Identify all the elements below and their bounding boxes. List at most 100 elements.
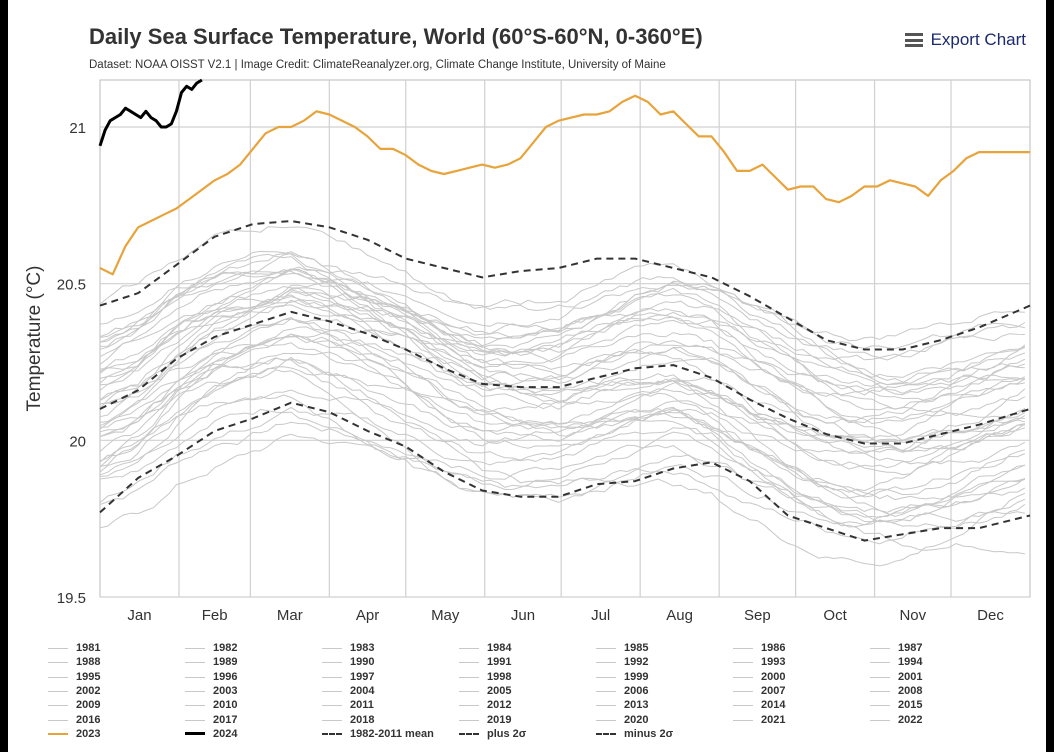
x-tick-label: Apr <box>356 607 379 624</box>
legend-item[interactable]: 1994 <box>870 655 1007 669</box>
legend-item[interactable]: 2014 <box>733 698 870 712</box>
legend-item[interactable]: 2013 <box>596 698 733 712</box>
hamburger-menu-icon <box>904 33 923 47</box>
legend-item[interactable]: 1993 <box>733 655 870 669</box>
series-line-2003 <box>99 299 1026 499</box>
legend-item[interactable]: 2016 <box>48 712 185 726</box>
legend-swatch <box>870 700 890 710</box>
legend-item[interactable]: 1988 <box>48 655 185 669</box>
legend-label: 1997 <box>350 670 375 683</box>
legend-label: 2001 <box>898 670 923 683</box>
legend-item[interactable]: 1998 <box>459 670 596 684</box>
legend-item[interactable]: 2019 <box>459 712 596 726</box>
legend-item[interactable]: 1996 <box>185 670 322 684</box>
series-line-1981 <box>99 421 1025 523</box>
legend-item[interactable]: 2007 <box>733 684 870 698</box>
legend-swatch <box>596 657 616 667</box>
series-line-2015 <box>99 262 1025 386</box>
legend-item[interactable]: 1991 <box>459 655 596 669</box>
x-tick-label: Sep <box>744 607 771 624</box>
legend-label: 1982 <box>213 642 238 655</box>
legend-item[interactable]: 2000 <box>733 670 870 684</box>
chart-subtitle: Dataset: NOAA OISST V2.1 | Image Credit:… <box>89 59 666 71</box>
series-line-1991 <box>99 389 1026 501</box>
series-line-2007 <box>99 333 1026 465</box>
legend-label: 1987 <box>898 642 923 655</box>
x-tick-label: Nov <box>899 607 926 624</box>
legend-item[interactable]: 1997 <box>322 670 459 684</box>
legend-swatch <box>322 643 342 653</box>
legend-swatch <box>733 715 753 725</box>
series-line-2005 <box>99 291 1026 425</box>
legend-item[interactable]: 1982 <box>185 641 322 655</box>
series-line-1982 <box>99 408 1026 545</box>
legend-item[interactable]: 2017 <box>185 712 322 726</box>
legend-swatch <box>870 715 890 725</box>
legend-item[interactable]: 2006 <box>596 684 733 698</box>
series-line-1987 <box>99 316 1026 493</box>
legend-item[interactable]: 2021 <box>733 712 870 726</box>
legend-item[interactable]: 2005 <box>459 684 596 698</box>
legend-item[interactable]: 2002 <box>48 684 185 698</box>
legend-label: 1998 <box>487 670 512 683</box>
legend-item[interactable]: 2004 <box>322 684 459 698</box>
legend-label: 1988 <box>76 656 101 669</box>
legend-item[interactable]: 2015 <box>870 698 1007 712</box>
legend-item[interactable]: 1999 <box>596 670 733 684</box>
legend-item[interactable]: 2023 <box>48 727 185 741</box>
legend-item[interactable]: 2003 <box>185 684 322 698</box>
legend-item[interactable]: 2012 <box>459 698 596 712</box>
legend-swatch <box>459 700 479 710</box>
legend-item[interactable]: 1985 <box>596 641 733 655</box>
x-tick-label: Dec <box>977 607 1004 624</box>
legend-item[interactable]: 2020 <box>596 712 733 726</box>
legend-item[interactable]: 1995 <box>48 670 185 684</box>
legend-swatch <box>48 686 68 696</box>
legend-item[interactable]: 1982-2011 mean <box>322 727 459 741</box>
legend-item[interactable]: 1987 <box>870 641 1007 655</box>
legend-item[interactable]: 2024 <box>185 727 322 741</box>
legend-item[interactable]: minus 2σ <box>596 727 733 741</box>
legend-item[interactable]: 1983 <box>322 641 459 655</box>
series-line-2020 <box>99 226 1025 342</box>
series-line-2018 <box>99 251 1026 411</box>
legend-item[interactable]: plus 2σ <box>459 727 596 741</box>
legend-item[interactable]: 2022 <box>870 712 1007 726</box>
legend-item[interactable]: 1990 <box>322 655 459 669</box>
legend-swatch <box>733 643 753 653</box>
legend-item[interactable]: 2009 <box>48 698 185 712</box>
legend-swatch <box>870 672 890 682</box>
legend-swatch <box>870 657 890 667</box>
legend-swatch <box>322 686 342 696</box>
legend-swatch <box>48 672 68 682</box>
series-line-2009 <box>99 268 1026 387</box>
export-chart-button[interactable]: Export Chart <box>904 30 1026 50</box>
legend-swatch <box>870 686 890 696</box>
plot-area <box>99 79 1031 598</box>
legend-item[interactable]: 2011 <box>322 698 459 712</box>
legend-item[interactable]: 1981 <box>48 641 185 655</box>
x-tick-label: Jul <box>591 607 610 624</box>
legend-item[interactable]: 2008 <box>870 684 1007 698</box>
series-line-1995 <box>99 357 1026 444</box>
legend-item[interactable]: 1989 <box>185 655 322 669</box>
legend-label: 2015 <box>898 699 923 712</box>
legend-swatch <box>459 657 479 667</box>
legend-item[interactable]: 2001 <box>870 670 1007 684</box>
legend-swatch <box>596 686 616 696</box>
legend-item[interactable]: 1984 <box>459 641 596 655</box>
series-line-minus-2- <box>99 401 1031 542</box>
legend-swatch <box>596 672 616 682</box>
legend-item[interactable]: 2018 <box>322 712 459 726</box>
legend-label: 2016 <box>76 713 101 726</box>
legend-item[interactable]: 1986 <box>733 641 870 655</box>
legend-label: 1981 <box>76 642 101 655</box>
series-line-2021 <box>99 293 1026 402</box>
legend-label: 1992 <box>624 656 649 669</box>
legend-label: 1999 <box>624 670 649 683</box>
series-line-1983 <box>99 433 1025 555</box>
series-line-1989 <box>99 342 1026 445</box>
legend-item[interactable]: 1992 <box>596 655 733 669</box>
legend-item[interactable]: 2010 <box>185 698 322 712</box>
legend-label: 2006 <box>624 685 649 698</box>
